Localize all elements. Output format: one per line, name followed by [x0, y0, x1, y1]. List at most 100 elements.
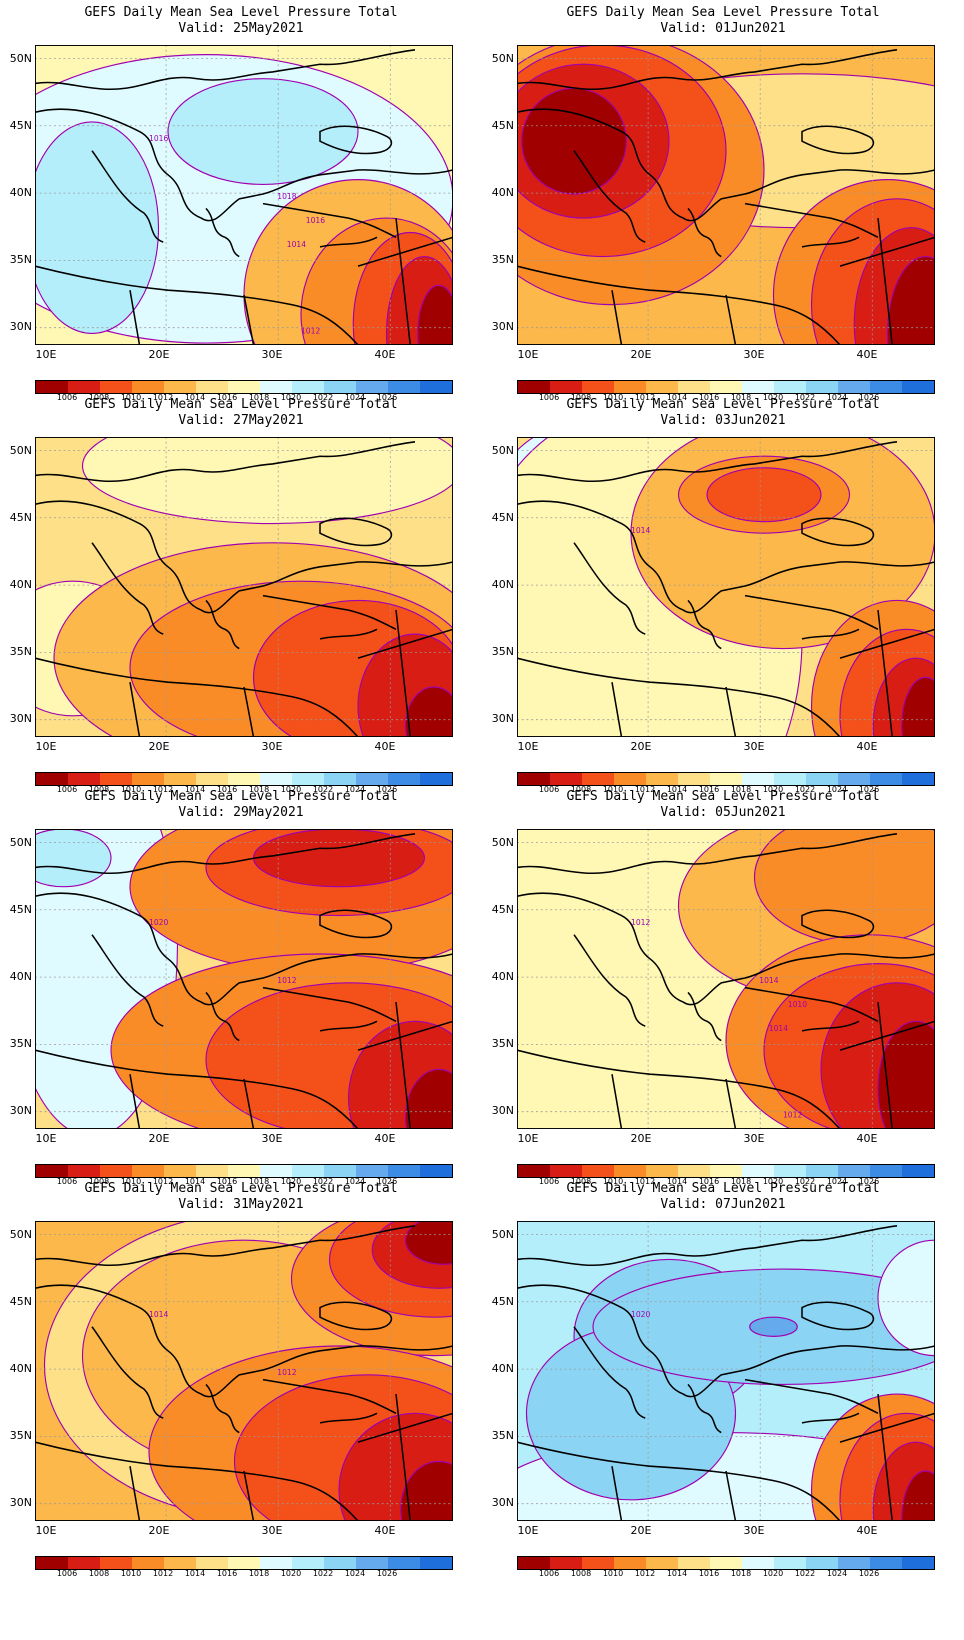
contour-label: 1012	[631, 918, 650, 927]
pressure-map: 1014 1012	[35, 1221, 453, 1521]
coastline	[243, 686, 255, 737]
panel-title: GEFS Daily Mean Sea Level Pressure Total	[84, 397, 398, 412]
colorbar-swatch	[774, 381, 806, 393]
colorbar-label: 1024	[344, 1569, 366, 1578]
contour-label: 1012	[277, 976, 296, 985]
coastline	[801, 1412, 860, 1424]
colorbar-swatch	[196, 1557, 228, 1569]
latitude-label: 40N	[9, 1362, 32, 1375]
colorbar-label: 1026	[858, 1177, 880, 1186]
colorbar-swatch	[228, 381, 260, 393]
longitude-label: 40E	[374, 1524, 396, 1537]
colorbar-label: 1026	[376, 1569, 398, 1578]
colorbar-label: 1008	[570, 1569, 592, 1578]
colorbar-label: 1010	[120, 393, 142, 402]
longitude-label: 10E	[35, 740, 57, 753]
coastline	[839, 1412, 935, 1443]
colorbar-swatch	[100, 381, 132, 393]
latitude-label: 40N	[9, 578, 32, 591]
colorbar-swatch	[614, 381, 646, 393]
colorbar-swatch	[228, 773, 260, 785]
colorbar	[35, 380, 453, 394]
longitude-label: 10E	[517, 1132, 539, 1145]
coastline	[687, 1383, 722, 1434]
colorbar-swatch	[164, 1557, 196, 1569]
colorbar-swatch	[870, 1165, 902, 1177]
coastline	[395, 217, 412, 345]
colorbar-swatch	[292, 1165, 324, 1177]
colorbar-label: 1008	[570, 1177, 592, 1186]
colorbar-swatch	[356, 1165, 388, 1177]
colorbar-swatch	[550, 1165, 582, 1177]
coastline	[687, 991, 722, 1042]
coastline	[573, 934, 646, 1027]
colorbar-swatch	[614, 1165, 646, 1177]
coastline	[687, 207, 722, 258]
colorbar-swatch	[356, 1557, 388, 1569]
colorbar-swatch	[678, 773, 710, 785]
colorbar-label: 1014	[184, 1177, 206, 1186]
longitude-label: 20E	[630, 1132, 652, 1145]
colorbar-swatch	[902, 1557, 934, 1569]
map-panel: GEFS Daily Mean Sea Level Pressure Total…	[0, 784, 482, 1194]
latitude-label: 45N	[9, 1295, 32, 1308]
isobar-region	[404, 1221, 453, 1265]
colorbar-swatch	[582, 1165, 614, 1177]
coastline	[517, 441, 898, 482]
colorbar-label: 1016	[698, 1177, 720, 1186]
colorbar-swatch	[324, 381, 356, 393]
latitude-label: 30N	[9, 1496, 32, 1509]
map-border	[35, 1221, 453, 1521]
colorbar-swatch	[678, 381, 710, 393]
coastline	[35, 1284, 453, 1398]
latitude-label: 40N	[491, 186, 514, 199]
colorbar-swatch	[806, 1557, 838, 1569]
longitude-label: 30E	[261, 1132, 283, 1145]
colorbar-swatch	[870, 381, 902, 393]
latitude-label: 30N	[9, 320, 32, 333]
colorbar-label: 1018	[248, 1177, 270, 1186]
contour-label: 1014	[769, 1024, 788, 1033]
colorbar-swatch	[806, 1165, 838, 1177]
latitude-label: 50N	[491, 836, 514, 849]
colorbar-swatch	[260, 381, 292, 393]
contour-label: 1020	[631, 1310, 650, 1319]
coastline	[319, 517, 393, 547]
colorbar-label: 1026	[858, 785, 880, 794]
coastline	[319, 1301, 393, 1331]
latitude-label: 45N	[491, 1295, 514, 1308]
coastline	[262, 202, 397, 238]
colorbar-label: 1014	[184, 785, 206, 794]
coastline	[35, 1225, 416, 1266]
colorbar-swatch	[678, 1557, 710, 1569]
colorbar-label: 1018	[730, 1569, 752, 1578]
latitude-label: 45N	[9, 119, 32, 132]
colorbar-swatch	[420, 1165, 452, 1177]
colorbar-label: 1024	[344, 1177, 366, 1186]
colorbar-label: 1010	[602, 785, 624, 794]
isobar-region	[877, 1020, 935, 1129]
colorbar	[35, 772, 453, 786]
longitude-label: 30E	[261, 348, 283, 361]
map-border	[517, 45, 935, 345]
coastline	[319, 628, 378, 640]
coastline	[35, 1049, 359, 1129]
latitude-label: 35N	[9, 253, 32, 266]
map-border	[35, 45, 453, 345]
colorbar-swatch	[164, 773, 196, 785]
coastline	[517, 1441, 841, 1521]
colorbar-swatch	[388, 1165, 420, 1177]
panel-valid-date: Valid: 05Jun2021	[660, 805, 786, 820]
isobar-region	[35, 121, 160, 335]
colorbar-swatch	[100, 1557, 132, 1569]
coastline	[395, 609, 412, 737]
coastline	[35, 657, 359, 737]
coastline	[517, 108, 935, 222]
coastline	[243, 294, 255, 345]
coastline	[35, 49, 416, 90]
coastline	[517, 657, 841, 737]
coastline	[517, 1049, 841, 1129]
colorbar-swatch	[582, 381, 614, 393]
pressure-map: 1020 1012	[35, 829, 453, 1129]
colorbar-swatch	[870, 773, 902, 785]
